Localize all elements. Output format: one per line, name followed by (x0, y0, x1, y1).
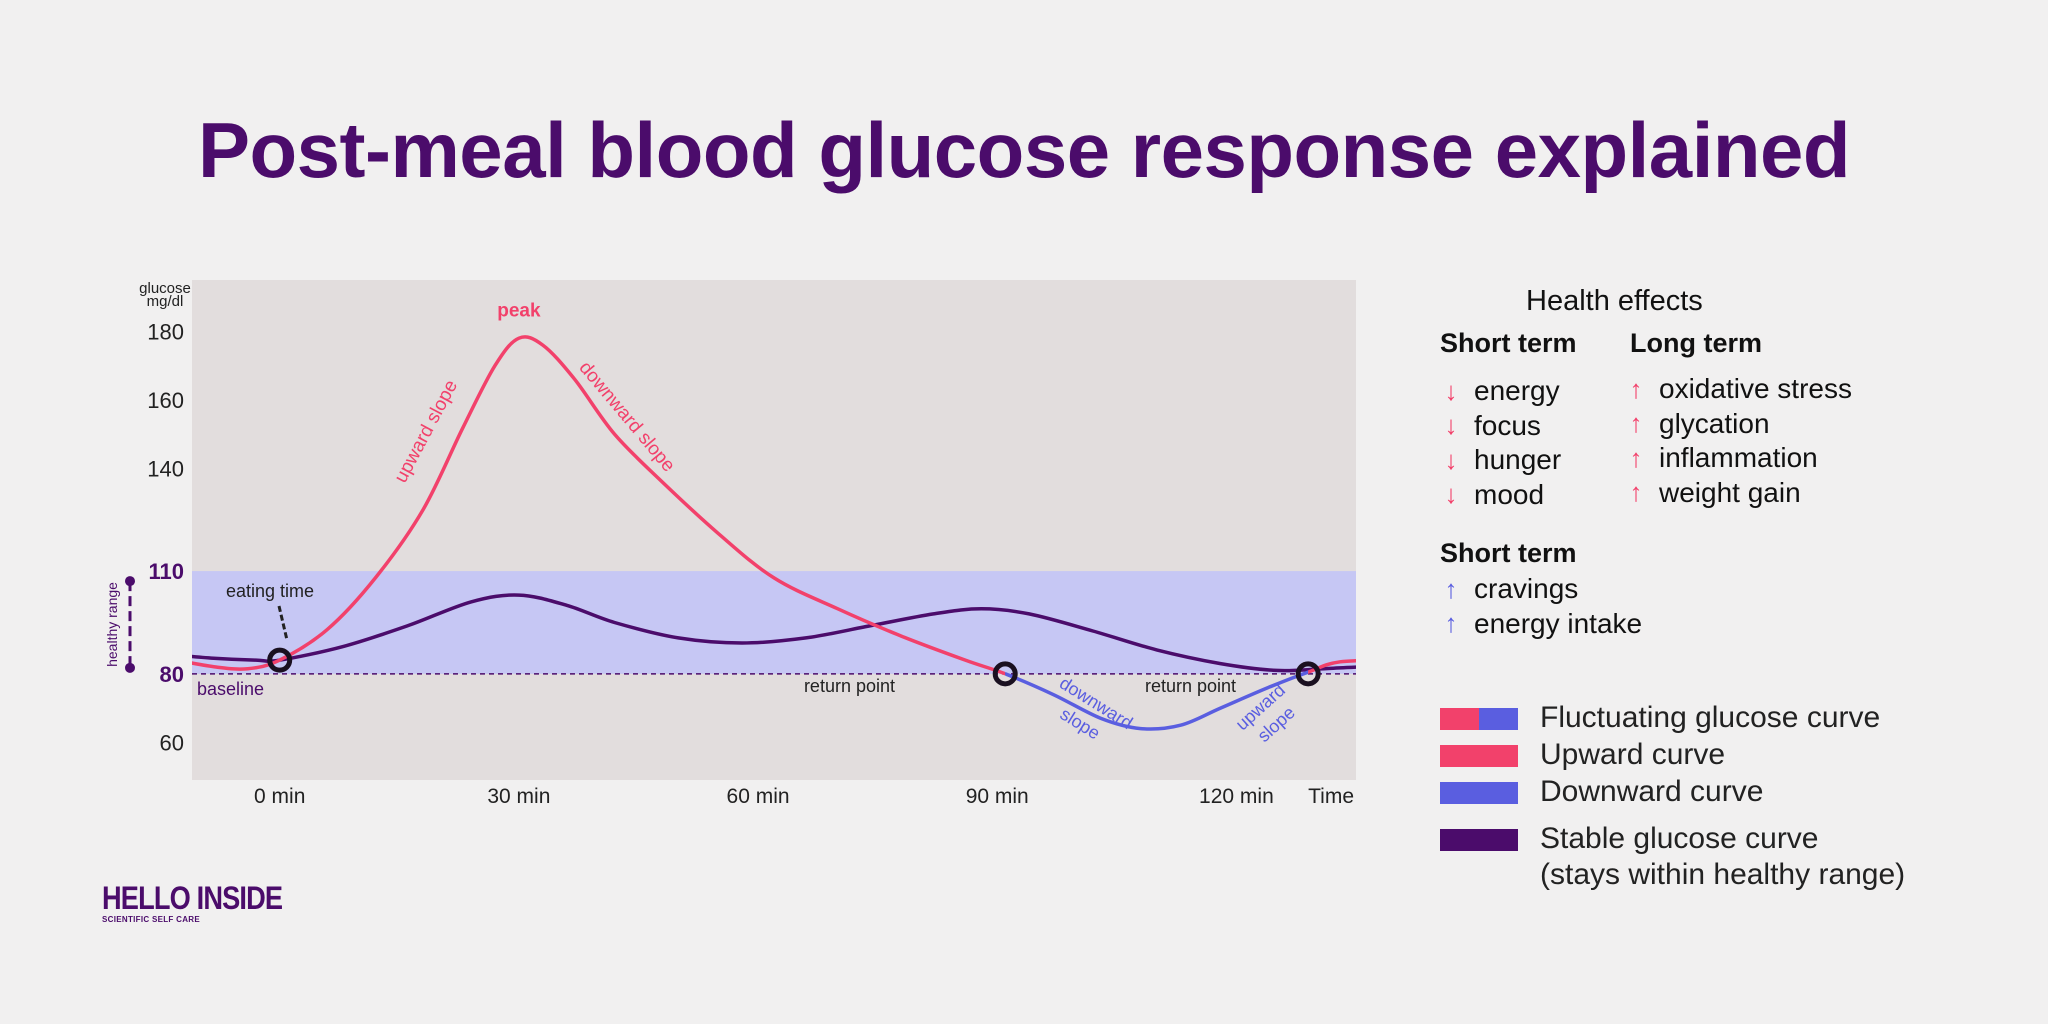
effect-label: energy (1474, 375, 1560, 406)
stable-glucose-line (192, 593, 1356, 673)
y-tick-label: 110 (149, 559, 185, 584)
fluctuating-upward-segment (192, 335, 1006, 676)
y-axis-label-line2: mg/dl (147, 293, 184, 310)
arrow-up-icon: ↑ (1629, 477, 1643, 507)
eating-time-marker (267, 647, 293, 673)
return-point-2-marker (1295, 661, 1321, 687)
x-axis-label: Time (1308, 785, 1354, 808)
return-point-1-marker (992, 661, 1018, 687)
y-tick-label: 180 (147, 319, 184, 344)
short-term-effect-item: ↓ hunger (1440, 444, 1562, 476)
x-tick-label: 0 min (254, 785, 305, 808)
brand-logo: HELLO INSIDE SCIENTIFIC SELF CARE (102, 880, 314, 924)
y-tick-label: 140 (147, 456, 184, 481)
x-tick-label: 30 min (487, 785, 550, 808)
long-term-effect-item: ↑ oxidative stress (1625, 373, 1852, 405)
arrow-up-icon: ↑ (1444, 573, 1458, 604)
dip-short-term-effect-item: ↑ cravings (1440, 573, 1579, 605)
arrow-down-icon: ↓ (1444, 375, 1458, 406)
return-point-1-label: return point (804, 676, 895, 696)
y-axis-label-line1: glucose (139, 280, 191, 297)
eating-time-label: eating time (226, 581, 314, 601)
return-point-2-label: return point (1145, 676, 1236, 696)
legend-item: Stable glucose curve (stays within health… (1440, 821, 1905, 893)
legend-label: Downward curve (1540, 775, 1764, 808)
spike-long-term-heading: Long term (1630, 328, 1762, 358)
short-term-effect-item: ↓ focus (1440, 410, 1541, 442)
arrow-down-icon: ↓ (1444, 410, 1458, 440)
arrow-up-icon: ↑ (1629, 442, 1643, 473)
eating-time-pointer (277, 605, 289, 641)
arrow-down-icon: ↓ (1444, 479, 1458, 509)
legend-item: Downward curve (1440, 774, 1763, 810)
long-term-effect-item: ↑ inflammation (1625, 442, 1818, 474)
x-tick-label: 60 min (727, 785, 790, 808)
effect-label: oxidative stress (1659, 373, 1852, 404)
y-tick-label: 80 (160, 662, 184, 687)
legend-item: Fluctuating glucose curve (1440, 700, 1880, 736)
dip-short-term-heading: Short term (1440, 538, 1577, 568)
legend-label: Fluctuating glucose curve (1540, 701, 1881, 734)
effect-label: energy intake (1474, 607, 1643, 639)
legend-swatch (1440, 782, 1518, 804)
healthy-range-top-dot (125, 576, 135, 587)
legend-label: Upward curve (1540, 738, 1726, 771)
spike-short-term-heading: Short term (1440, 328, 1577, 358)
arrow-up-icon: ↑ (1629, 408, 1643, 438)
effect-label: focus (1474, 409, 1541, 441)
page-title: Post-meal blood glucose response explain… (197, 106, 1851, 194)
legend-item: Upward curve (1440, 737, 1725, 773)
long-term-effect-item: ↑ glycation (1625, 408, 1770, 440)
effect-label: cravings (1474, 573, 1579, 604)
effect-label: weight gain (1659, 476, 1801, 508)
healthy-range-label: healthy range (104, 582, 120, 667)
brand-tagline: SCIENTIFIC SELF CARE (102, 915, 201, 924)
dip-short-term-effect-item: ↑ energy intake (1440, 607, 1643, 640)
plot-background (192, 280, 1356, 780)
brand-name: HELLO INSIDE (102, 880, 283, 916)
long-term-effect-item: ↑ weight gain (1625, 477, 1801, 509)
x-tick-label: 120 min (1199, 785, 1274, 808)
arrow-up-icon: ↑ (1629, 373, 1643, 404)
y-tick-label: 60 (160, 730, 184, 755)
short-term-effect-item: ↓ mood (1440, 478, 1545, 511)
healthy-range-bottom-dot (125, 662, 135, 673)
baseline-label: baseline (197, 679, 264, 699)
arrow-up-icon: ↑ (1444, 608, 1458, 638)
legend-swatch (1440, 829, 1518, 851)
effect-label: mood (1474, 478, 1545, 510)
effect-label: hunger (1474, 444, 1562, 475)
arrow-down-icon: ↓ (1444, 444, 1458, 475)
legend-swatch (1440, 708, 1518, 730)
health-effects-title: Health effects (1526, 285, 1703, 317)
peak-label: peak (497, 301, 541, 322)
effect-label: glycation (1659, 407, 1770, 439)
x-tick-label: 90 min (966, 785, 1029, 808)
effect-label: inflammation (1659, 442, 1818, 473)
fluctuating-downward-segment (1005, 670, 1309, 731)
legend-swatch (1440, 745, 1518, 767)
y-tick-label: 160 (147, 388, 184, 413)
legend-label: Stable glucose curve (stays within health… (1540, 822, 1906, 891)
healthy-range-band (192, 571, 1356, 674)
short-term-effect-item: ↓ energy (1440, 375, 1560, 407)
